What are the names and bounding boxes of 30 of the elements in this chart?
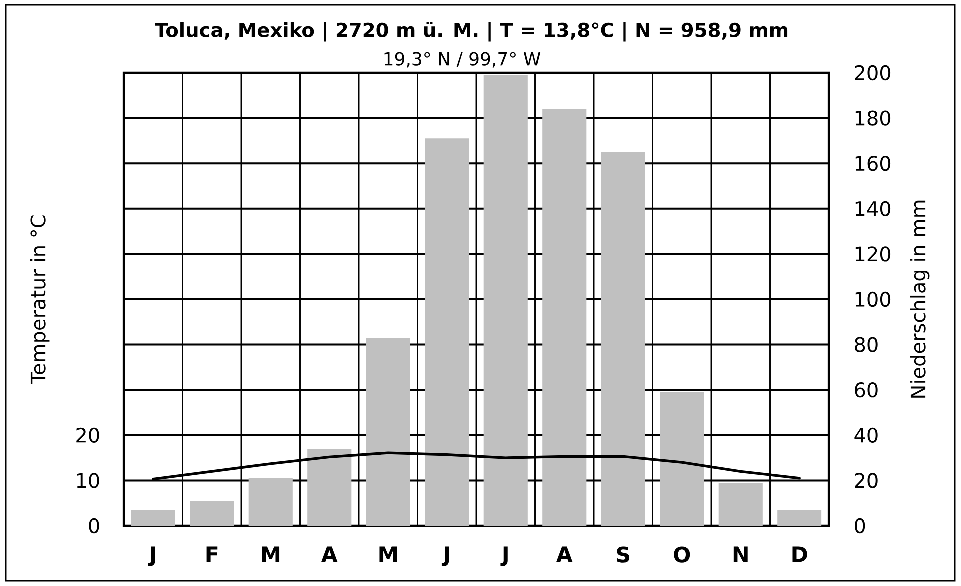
y-axis-title: Temperatur in °C (30, 216, 50, 384)
y2-tick-label: 60 (855, 382, 878, 398)
y2-tick-label: 0 (855, 518, 866, 534)
y2-tick-label: 80 (855, 337, 878, 352)
x-tick-label: F (206, 546, 218, 562)
y2-tick-label: 180 (856, 110, 891, 126)
y2-tick-label: 200 (855, 65, 891, 81)
y2-tick-label: 100 (856, 292, 891, 308)
y2-tick-label: 140 (856, 201, 891, 216)
x-tick-label: A (556, 546, 573, 562)
chart-subtitle: 19,3° N / 99,7° W (384, 52, 541, 68)
y-tick-label: 10 (77, 473, 100, 488)
y2-tick-label: 20 (855, 473, 878, 488)
x-tick-label: S (617, 546, 630, 563)
x-tick-label: J (148, 546, 156, 567)
x-tick-label: M (262, 546, 280, 562)
y2-axis-title: Niederschlag in mm (910, 200, 930, 398)
x-tick-label: D (792, 546, 808, 562)
y2-tick-label: 160 (856, 156, 891, 172)
x-tick-label: O (674, 546, 690, 563)
x-tick-label: A (321, 546, 338, 562)
y-tick-label: 20 (76, 428, 100, 443)
x-tick-label: N (734, 546, 748, 562)
x-tick-label: J (500, 546, 508, 567)
y-tick-label: 0 (89, 518, 100, 534)
chart-title: Toluca, Mexiko | 2720 m ü. M. | T = 13,8°C | N = 958,9 mm (155, 22, 788, 42)
x-tick-label: J (442, 546, 450, 567)
y2-tick-label: 40 (854, 428, 878, 443)
y2-tick-label: 120 (856, 246, 891, 262)
x-tick-label: M (380, 546, 398, 562)
